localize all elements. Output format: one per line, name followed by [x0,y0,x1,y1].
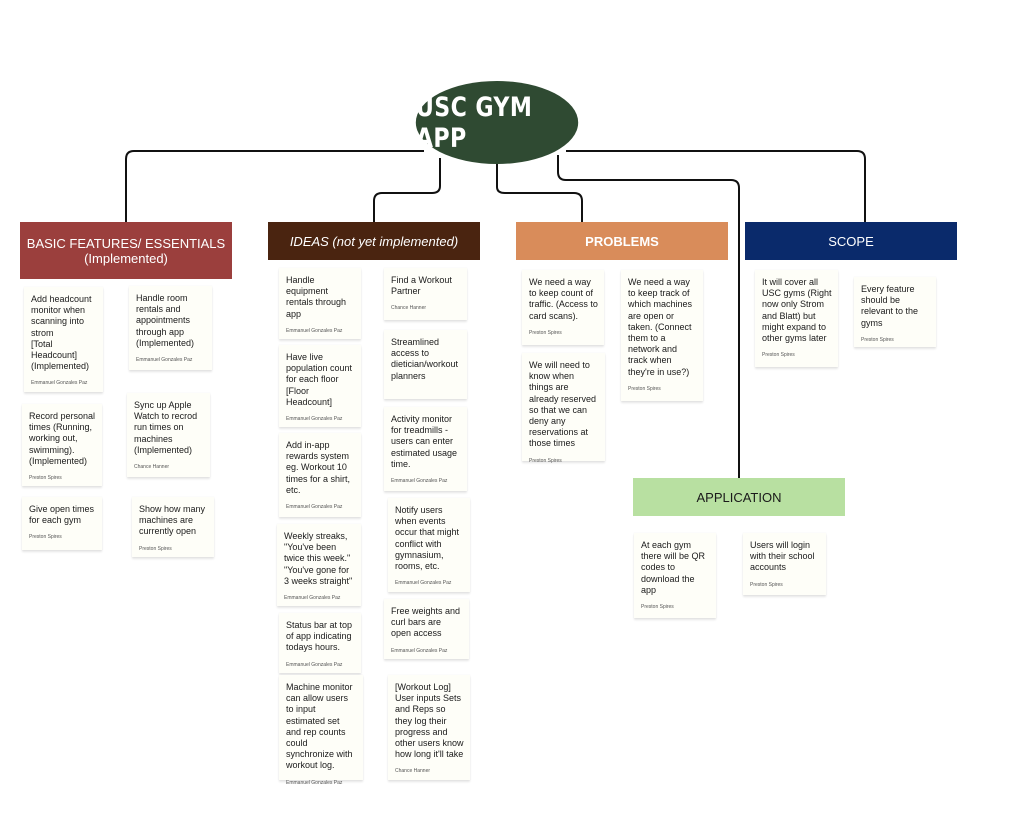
note-author: Emmanuel Gonzales Paz [286,661,343,668]
sticky-note-room-rentals[interactable]: Handle room rentals and appointments thr… [129,286,212,370]
note-author: Emmanuel Gonzales Paz [286,504,343,511]
note-author: Emmanuel Gonzales Paz [395,580,452,587]
sticky-note-headcount-monitor[interactable]: Add headcount monitor when scanning into… [24,287,103,392]
sticky-note-weekly-streaks[interactable]: Weekly streaks, "You've been twice this … [277,524,361,606]
note-author: Chance Hanner [134,464,170,471]
note-author: Preston Spires [139,545,172,552]
sticky-note-open-times[interactable]: Give open times for each gym Preston Spi… [22,497,102,550]
note-text: Every feature should be relevant to the … [861,284,919,328]
connector-problems [496,163,583,222]
note-author: Preston Spires [529,329,562,336]
header-application[interactable]: APPLICATION [633,478,845,516]
note-author: Preston Spires [529,457,562,464]
note-author: Preston Spires [29,475,62,482]
sticky-note-record-times[interactable]: Record personal times (Running, working … [22,404,102,486]
note-author: Emmanuel Gonzales Paz [286,416,343,423]
note-text: Users will login with their school accou… [750,540,815,573]
note-author: Chance Hanner [391,305,427,312]
note-text: Show how many machines are currently ope… [139,504,206,537]
note-text: Sync up Apple Watch to recrod run times … [134,400,198,455]
note-text: At each gym there will be QR codes to do… [641,540,706,595]
note-author: Preston Spires [861,336,894,343]
note-author: Preston Spires [750,581,783,588]
note-text: We will need to know when things are alr… [529,360,597,449]
note-author: Emmanuel Gonzales Paz [31,380,88,387]
sticky-note-free-weights[interactable]: Free weights and curl bars are open acce… [384,599,469,659]
sticky-note-qr-codes[interactable]: At each gym there will be QR codes to do… [634,533,716,618]
note-text: Have live population count for each floo… [286,352,353,407]
sticky-note-rewards-system[interactable]: Add in-app rewards system eg. Workout 10… [279,433,361,517]
sticky-note-equipment-rentals[interactable]: Handle equipment rentals through app Emm… [279,268,361,339]
note-text: Free weights and curl bars are open acce… [391,606,461,639]
connector-scope [566,150,866,222]
note-text: Status bar at top of app indicating toda… [286,620,353,653]
sticky-note-status-bar[interactable]: Status bar at top of app indicating toda… [279,613,361,673]
note-text: Add headcount monitor when scanning into… [31,294,92,372]
note-author: Emmanuel Gonzales Paz [391,478,448,485]
sticky-note-live-population[interactable]: Have live population count for each floo… [279,345,361,427]
header-ideas[interactable]: IDEAS (not yet implemented) [268,222,480,260]
sticky-note-machines-open[interactable]: Show how many machines are currently ope… [132,497,214,557]
title-oval[interactable]: USC GYM APP [415,81,579,164]
note-text: Add in-app rewards system eg. Workout 10… [286,440,351,495]
note-author: Emmanuel Gonzales Paz [136,357,193,364]
connector-application [557,155,740,478]
sticky-note-treadmill-monitor[interactable]: Activity monitor for treadmills - users … [384,407,467,491]
note-author: Chance Hanner [395,768,431,775]
note-text: Machine monitor can allow users to input… [286,682,353,771]
note-author: Preston Spires [29,534,62,541]
note-text: It will cover all USC gyms (Right now on… [762,277,832,344]
connector-ideas [373,158,441,222]
note-author: Preston Spires [641,604,674,611]
sticky-note-feature-relevance[interactable]: Every feature should be relevant to the … [854,277,936,347]
sticky-note-workout-log[interactable]: [Workout Log] User inputs Sets and Reps … [388,675,470,780]
sticky-note-reservations[interactable]: We will need to know when things are alr… [522,353,605,464]
note-author: Preston Spires [762,352,795,359]
note-text: We need a way to keep track of which mac… [628,277,693,377]
note-author: Emmanuel Gonzales Paz [286,327,343,334]
note-text: Handle equipment rentals through app [286,275,347,319]
sticky-note-machine-monitor[interactable]: Machine monitor can allow users to input… [279,675,363,786]
sticky-note-event-notifications[interactable]: Notify users when events occur that migh… [388,498,470,592]
sticky-note-school-login[interactable]: Users will login with their school accou… [743,533,826,595]
sticky-note-apple-watch[interactable]: Sync up Apple Watch to recrod run times … [127,393,210,477]
sticky-note-gym-coverage[interactable]: It will cover all USC gyms (Right now on… [755,270,838,367]
sticky-note-dietician-access[interactable]: Streamlined access to dietician/workout … [384,330,467,399]
note-author: Emmanuel Gonzales Paz [391,647,448,654]
sticky-note-workout-partner[interactable]: Find a Workout Partner Chance Hanner [384,268,467,320]
note-text: We need a way to keep count of traffic. … [529,277,598,321]
note-text: Handle room rentals and appointments thr… [136,293,195,348]
note-text: Give open times for each gym [29,504,95,526]
note-text: Find a Workout Partner [391,275,452,297]
note-author: Emmanuel Gonzales Paz [284,595,341,602]
note-text: [Workout Log] User inputs Sets and Reps … [395,682,464,760]
note-text: Weekly streaks, "You've been twice this … [284,531,353,586]
note-author: Preston Spires [628,385,661,392]
header-basic-features[interactable]: BASIC FEATURES/ ESSENTIALS (Implemented) [20,222,232,279]
connector-basic [125,150,424,222]
header-problems[interactable]: PROBLEMS [516,222,728,260]
sticky-note-machine-tracking[interactable]: We need a way to keep track of which mac… [621,270,703,401]
note-text: Notify users when events occur that migh… [395,505,460,572]
note-text: Record personal times (Running, working … [29,411,96,466]
header-scope[interactable]: SCOPE [745,222,957,260]
sticky-note-traffic-count[interactable]: We need a way to keep count of traffic. … [522,270,604,345]
note-author: Emmanuel Gonzales Paz [286,779,343,786]
note-text: Activity monitor for treadmills - users … [391,414,458,469]
note-text: Streamlined access to dietician/workout … [391,337,459,381]
